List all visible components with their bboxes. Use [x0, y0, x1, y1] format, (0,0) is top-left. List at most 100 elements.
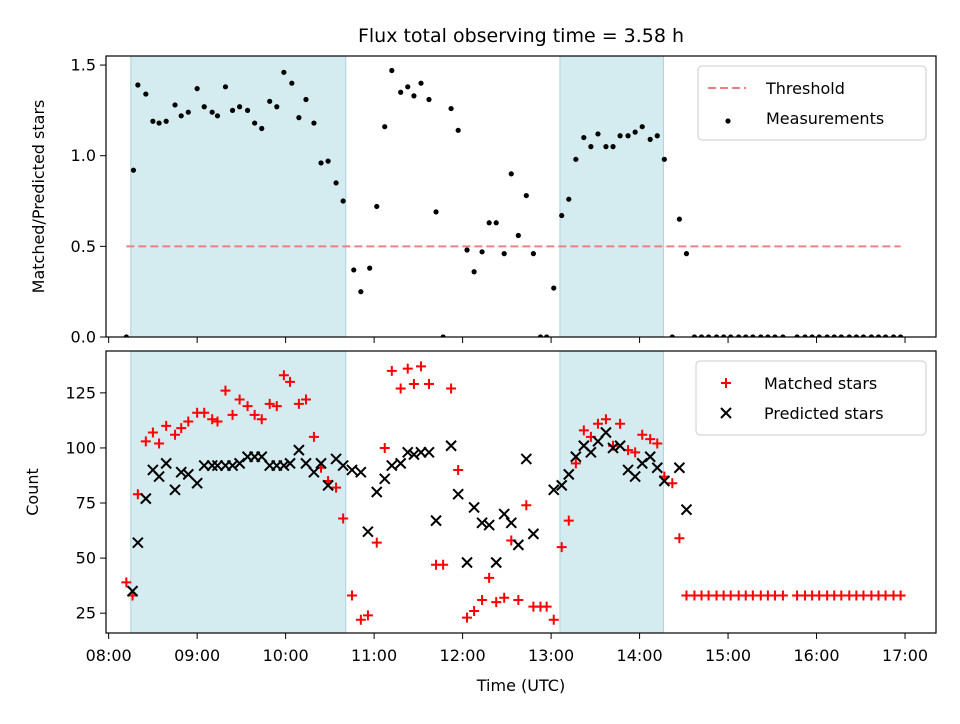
data-point: [140, 436, 151, 447]
data-point: [227, 409, 238, 420]
data-point: [244, 107, 251, 113]
data-point: [234, 394, 245, 405]
data-point: [371, 486, 383, 498]
x-tick-label: 13:00: [528, 646, 574, 665]
data-point: [520, 453, 533, 465]
data-point: [191, 477, 203, 489]
data-point: [423, 446, 435, 459]
data-point: [570, 458, 581, 469]
legend-swatch: [720, 407, 732, 419]
data-point: [527, 528, 540, 540]
data-point: [346, 590, 357, 601]
data-point: [452, 488, 464, 500]
data-point: [667, 478, 678, 489]
data-point: [588, 144, 594, 150]
data-point: [674, 533, 685, 544]
data-point: [486, 220, 492, 226]
data-point: [669, 334, 675, 337]
data-point: [346, 464, 358, 476]
data-point: [267, 98, 273, 104]
data-point: [461, 556, 473, 569]
data-point: [278, 370, 289, 381]
data-point: [875, 334, 882, 337]
data-point: [551, 285, 557, 291]
data-point: [278, 459, 290, 472]
data-point: [402, 446, 414, 459]
data-point: [379, 473, 391, 485]
data-point: [300, 394, 311, 405]
data-point: [541, 601, 552, 612]
y-axis-title: Matched/Predicted stars: [29, 100, 48, 294]
data-point: [625, 133, 631, 139]
data-point: [661, 156, 667, 162]
data-point: [644, 451, 656, 463]
data-point: [629, 470, 641, 483]
data-point: [264, 398, 275, 409]
data-point: [860, 334, 867, 337]
data-point: [382, 124, 388, 130]
data-point: [680, 503, 693, 516]
data-point: [600, 426, 612, 439]
data-point: [185, 109, 191, 115]
data-point: [824, 334, 830, 337]
data-point: [172, 102, 178, 108]
data-point: [284, 457, 296, 470]
data-point: [498, 508, 510, 520]
observing-window-1: [559, 351, 664, 633]
data-point: [252, 120, 258, 126]
data-point: [418, 80, 424, 86]
data-point: [630, 447, 641, 458]
legend-label: Matched stars: [764, 374, 877, 393]
data-point: [176, 423, 187, 434]
data-point: [438, 559, 449, 570]
data-point: [123, 334, 129, 337]
data-point: [150, 118, 156, 124]
data-point: [242, 401, 253, 412]
data-point: [226, 459, 239, 472]
data-point: [308, 431, 319, 442]
data-point: [395, 383, 406, 394]
data-point: [585, 446, 597, 459]
data-point: [130, 167, 137, 173]
data-point: [455, 127, 461, 133]
data-point: [178, 113, 184, 119]
data-point: [433, 209, 439, 215]
data-point: [207, 414, 218, 425]
data-point: [386, 365, 397, 376]
data-point: [147, 427, 158, 438]
legend: Matched stars Predicted stars: [695, 360, 927, 436]
data-point: [521, 500, 532, 511]
data-point: [573, 156, 579, 162]
data-point: [161, 420, 172, 431]
y-tick-label: 0.5: [71, 237, 96, 256]
data-point: [408, 448, 420, 461]
data-point: [194, 86, 200, 92]
data-point: [256, 451, 268, 463]
data-point: [315, 457, 327, 470]
plot-area: [121, 351, 906, 633]
chart-title: Flux total observing time = 3.58 h: [358, 25, 684, 47]
data-point: [394, 457, 407, 470]
axes-frame: [105, 350, 937, 634]
y-tick-label: 25: [76, 604, 96, 623]
data-point: [271, 401, 282, 412]
data-point: [780, 334, 786, 337]
data-point: [367, 265, 373, 271]
data-point: [530, 251, 536, 257]
data-point: [523, 192, 529, 199]
data-point: [548, 614, 559, 625]
legend-label: Measurements: [766, 109, 884, 128]
data-point: [153, 470, 165, 483]
data-point: [868, 334, 875, 337]
data-point: [777, 590, 788, 601]
data-point: [411, 93, 417, 99]
data-point: [374, 203, 380, 210]
data-point: [578, 425, 589, 436]
legend: Threshold Measurements: [697, 65, 927, 141]
data-point: [464, 247, 470, 253]
data-point: [603, 144, 609, 150]
data-point: [322, 479, 334, 492]
data-point: [615, 418, 626, 429]
data-point: [895, 590, 906, 601]
data-point: [293, 398, 304, 409]
